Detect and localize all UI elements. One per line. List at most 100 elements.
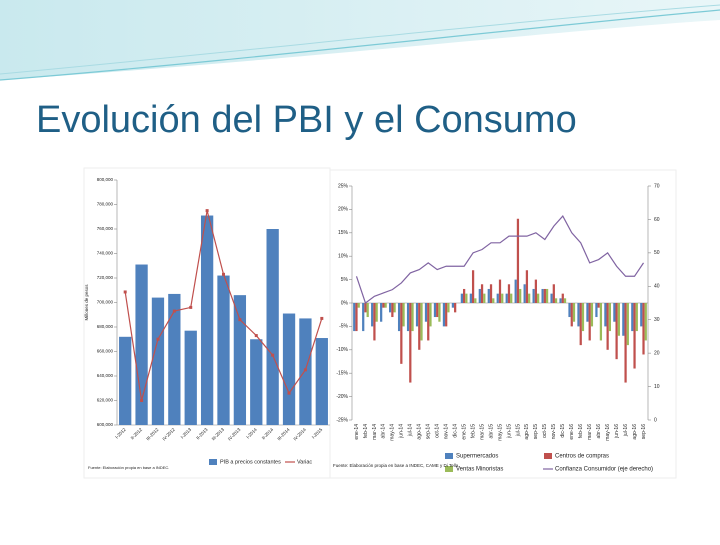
source-note: Fuente: Elaboración propia en base a IND… bbox=[88, 465, 169, 470]
bar bbox=[454, 303, 457, 313]
x-tick-label: oct-15 bbox=[542, 424, 548, 438]
bar bbox=[480, 284, 484, 303]
line-marker bbox=[254, 334, 258, 338]
bar bbox=[447, 303, 450, 313]
y-tick-label: 680,000 bbox=[97, 324, 114, 329]
line-marker bbox=[205, 209, 209, 213]
bar bbox=[442, 303, 446, 327]
x-tick-label: jun-16 bbox=[614, 424, 620, 439]
bar bbox=[217, 275, 230, 425]
bar bbox=[545, 288, 549, 303]
y-tick-label: 20% bbox=[338, 207, 349, 213]
bar bbox=[409, 303, 412, 383]
bar bbox=[402, 303, 405, 327]
bar bbox=[382, 303, 385, 308]
bar bbox=[570, 303, 573, 327]
bar bbox=[505, 293, 508, 303]
bar bbox=[418, 303, 421, 350]
bar bbox=[644, 303, 647, 341]
x-tick-label: ene-15 bbox=[461, 424, 467, 440]
x-tick-label: feb-14 bbox=[363, 424, 369, 438]
bar bbox=[507, 284, 511, 303]
x-tick-label: sep-15 bbox=[533, 424, 539, 440]
legend-label: Confianza Consumidor (eje derecho) bbox=[555, 467, 653, 473]
bar bbox=[550, 293, 553, 303]
y-axis-label: Millones de pesos bbox=[84, 284, 89, 321]
y2-tick-label: 50 bbox=[654, 250, 660, 256]
bar bbox=[501, 293, 504, 303]
line-marker bbox=[238, 318, 242, 322]
x-tick-label: mar-16 bbox=[587, 424, 593, 440]
x-tick-label: feb-16 bbox=[578, 424, 584, 438]
legend-swatch bbox=[445, 466, 453, 472]
x-tick-label: abr-14 bbox=[381, 424, 387, 439]
x-tick-label: sep-16 bbox=[641, 424, 647, 440]
bar bbox=[519, 288, 522, 303]
y-tick-label: 640,000 bbox=[97, 373, 114, 378]
legend-label: Centros de compras bbox=[555, 454, 609, 460]
y-tick-label: 740,000 bbox=[97, 251, 114, 256]
x-tick-label: ago-14 bbox=[417, 424, 423, 440]
bar bbox=[635, 303, 638, 332]
bar bbox=[588, 303, 591, 341]
line-marker bbox=[156, 337, 160, 341]
bar bbox=[391, 303, 394, 318]
legend-label: Ventas Minoristas bbox=[456, 467, 503, 473]
line-marker bbox=[303, 368, 307, 372]
y-tick-label: 800,000 bbox=[97, 177, 114, 182]
bar bbox=[465, 293, 468, 303]
bar bbox=[353, 303, 356, 332]
x-tick-label: may-15 bbox=[497, 424, 503, 441]
bar bbox=[586, 303, 589, 322]
bar bbox=[393, 303, 396, 313]
y-tick-label: 600,000 bbox=[97, 422, 114, 427]
y-tick-label: -5% bbox=[339, 324, 348, 330]
bar bbox=[250, 339, 263, 425]
x-tick-label: jun-15 bbox=[506, 424, 512, 439]
x-tick-label: sep-14 bbox=[426, 424, 432, 440]
bar bbox=[397, 303, 401, 332]
y2-tick-label: 0 bbox=[654, 417, 657, 423]
bar bbox=[577, 303, 580, 327]
bar bbox=[463, 288, 466, 303]
x-tick-label: dic-15 bbox=[560, 424, 566, 438]
bar bbox=[427, 303, 430, 341]
y-tick-label: 760,000 bbox=[97, 226, 114, 231]
bar bbox=[471, 270, 475, 303]
swoosh-line bbox=[0, 4, 720, 75]
y2-tick-label: 10 bbox=[654, 384, 660, 390]
bar bbox=[514, 279, 517, 303]
y2-tick-label: 20 bbox=[654, 350, 660, 356]
x-tick-label: mar-15 bbox=[479, 424, 485, 440]
bar bbox=[411, 303, 414, 332]
y-tick-label: 15% bbox=[338, 230, 349, 236]
swoosh bbox=[0, 0, 720, 80]
x-tick-label: ene-14 bbox=[354, 424, 360, 440]
bar bbox=[469, 293, 472, 303]
bar bbox=[366, 303, 369, 318]
bar bbox=[617, 303, 620, 336]
bar bbox=[559, 298, 562, 303]
bar bbox=[599, 303, 603, 341]
x-tick-label: feb-15 bbox=[470, 424, 476, 438]
y2-tick-label: 30 bbox=[654, 317, 660, 323]
line-marker bbox=[189, 305, 193, 309]
bar bbox=[523, 284, 526, 303]
bar bbox=[420, 303, 423, 341]
bar bbox=[384, 303, 387, 308]
bar bbox=[200, 215, 214, 425]
x-tick-label: ago-15 bbox=[524, 424, 530, 440]
bar bbox=[429, 303, 432, 327]
bar bbox=[184, 330, 197, 425]
bar bbox=[631, 303, 634, 332]
bar bbox=[597, 303, 600, 308]
bar bbox=[543, 288, 546, 303]
x-tick-label: mar-14 bbox=[372, 424, 378, 440]
y-tick-label: -15% bbox=[336, 371, 348, 377]
bar bbox=[135, 264, 148, 425]
x-tick-label: jul-14 bbox=[408, 424, 414, 437]
bar bbox=[563, 298, 567, 303]
line-marker bbox=[123, 290, 127, 294]
line-marker bbox=[140, 399, 144, 402]
bar bbox=[474, 298, 477, 303]
